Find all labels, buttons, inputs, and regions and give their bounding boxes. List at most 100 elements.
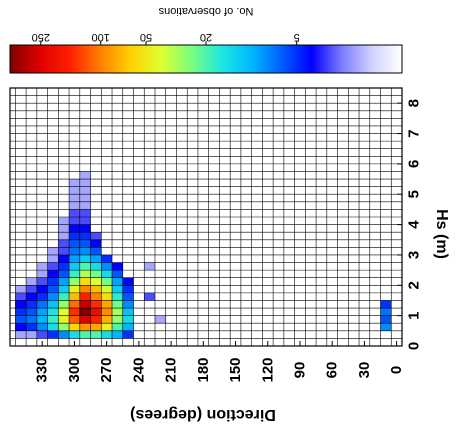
heatmap-cell xyxy=(58,209,70,217)
heatmap-cell xyxy=(26,285,37,293)
heatmap-cell xyxy=(69,285,80,293)
heatmap-cell xyxy=(90,277,102,286)
heatmap-cell xyxy=(26,323,37,331)
heatmap-cell xyxy=(69,330,80,339)
heatmap-cell xyxy=(90,254,102,263)
heatmap-cell xyxy=(90,270,102,278)
heatmap-cell xyxy=(69,186,80,195)
heatmap-cell xyxy=(26,292,37,301)
heatmap-cell xyxy=(58,239,70,248)
heatmap-cell xyxy=(26,330,37,339)
y-tick-label: 330 xyxy=(34,357,51,382)
heatmap-cell xyxy=(112,285,123,293)
heatmap-cell xyxy=(15,323,27,331)
heatmap-cell xyxy=(122,285,134,293)
heatmap-cell xyxy=(101,308,113,316)
heatmap-cell xyxy=(69,262,80,271)
heatmap-cell xyxy=(79,247,91,255)
heatmap-cell xyxy=(144,292,155,301)
heatmap-cell xyxy=(47,262,59,271)
heatmap-cell xyxy=(101,254,113,263)
heatmap-cell xyxy=(15,285,27,293)
heatmap-cell xyxy=(101,300,113,309)
heatmap-cell xyxy=(58,270,70,278)
heatmap-cell xyxy=(69,270,80,278)
heatmap-cell xyxy=(69,171,80,180)
heatmap-cell xyxy=(90,285,102,293)
heatmap-cell xyxy=(90,239,102,248)
heatmap-cell xyxy=(26,300,37,309)
heatmap-cell xyxy=(122,292,134,301)
heatmap-cell xyxy=(90,247,102,255)
heatmap-cell xyxy=(79,179,91,187)
heatmap-cell xyxy=(79,163,91,172)
x-tick-label: 6 xyxy=(406,160,423,168)
heatmap-cell xyxy=(69,315,80,324)
heatmap-cell xyxy=(112,262,123,271)
heatmap-cell xyxy=(69,156,80,164)
y-tick-label: 180 xyxy=(195,357,212,382)
heatmap-cell xyxy=(47,300,59,309)
heatmap-cell xyxy=(154,315,166,324)
heatmap-cell xyxy=(112,270,123,278)
colorbar-tick-label: 100 xyxy=(92,31,110,43)
y-axis-title: Direction (degrees) xyxy=(130,406,276,423)
heatmap-cell xyxy=(58,300,70,309)
y-tick-label: 0 xyxy=(388,366,405,374)
heatmap-cell xyxy=(79,201,91,210)
heatmap-cell xyxy=(101,285,113,293)
heatmap-cell xyxy=(79,330,91,339)
y-tick-label: 150 xyxy=(227,357,244,382)
heatmap-cell xyxy=(36,315,48,324)
heatmap-cell xyxy=(112,300,123,309)
heatmap-cell xyxy=(69,217,80,225)
heatmap-cell xyxy=(79,224,91,233)
heatmap-cell xyxy=(122,300,134,309)
heatmap-cell xyxy=(15,292,27,301)
y-tick-label: 120 xyxy=(259,357,276,382)
y-axis-ticks: 0 30 60 90 120 150 180 210 240 270 300 330 xyxy=(34,341,405,383)
heatmap-cell xyxy=(122,315,134,324)
heatmap-cell xyxy=(58,217,70,225)
y-tick-label: 210 xyxy=(163,357,180,382)
heatmap-cell xyxy=(90,232,102,240)
heatmap-cell xyxy=(380,300,392,309)
heatmap-cell xyxy=(79,209,91,217)
x-tick-label: 0 xyxy=(406,342,423,350)
heatmap-cell xyxy=(112,277,123,286)
y-tick-label: 90 xyxy=(291,362,308,379)
y-tick-label: 60 xyxy=(324,362,341,379)
heatmap-cell xyxy=(69,300,80,309)
heatmap-cell xyxy=(101,323,113,331)
heatmap-cell xyxy=(112,292,123,301)
heatmap-cell xyxy=(122,308,134,316)
heatmap-cell xyxy=(79,262,91,271)
heatmap-cell xyxy=(144,262,155,271)
heatmap-cell xyxy=(112,323,123,331)
x-tick-label: 8 xyxy=(406,99,423,107)
heatmap-cell xyxy=(36,262,48,271)
heatmap-cell xyxy=(79,270,91,278)
heatmap-cell xyxy=(47,270,59,278)
heatmap-cell xyxy=(79,292,91,301)
heatmap-cell xyxy=(15,308,27,316)
heatmap-cell xyxy=(58,224,70,233)
heatmap-cell xyxy=(36,300,48,309)
heatmap-cell xyxy=(90,262,102,271)
heatmap-cell xyxy=(79,217,91,225)
heatmap-cell xyxy=(112,308,123,316)
y-tick-label: 30 xyxy=(356,362,373,379)
colorbar-tick-label: 250 xyxy=(32,31,50,43)
x-tick-label: 2 xyxy=(406,281,423,289)
heatmap-cell xyxy=(112,315,123,324)
heatmap-cell xyxy=(122,330,134,339)
y-tick-label: 240 xyxy=(130,357,147,382)
heatmap-cell xyxy=(79,285,91,293)
heatmap-cell xyxy=(36,323,48,331)
heatmap-cells xyxy=(15,148,392,339)
heatmap-cell xyxy=(58,254,70,263)
heatmap-cell xyxy=(101,292,113,301)
colorbar-tick-label: 5 xyxy=(294,31,300,43)
heatmap-cell xyxy=(79,232,91,240)
